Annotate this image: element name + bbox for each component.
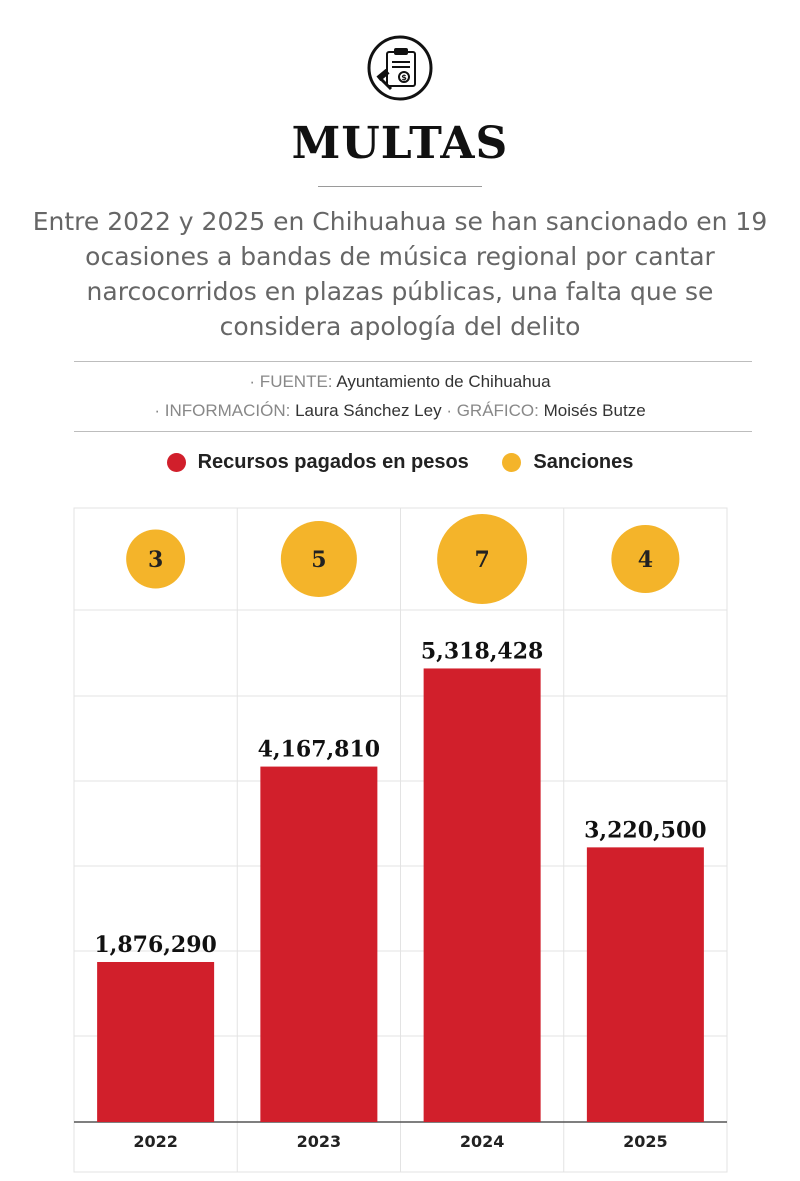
x-tick-label-2022: 2022 [133,1132,178,1151]
legend-item-sanciones: Sanciones [502,451,633,474]
title-divider [318,186,482,187]
svg-text:$: $ [401,73,407,82]
credit-info-value: Laura Sánchez Ley [295,401,442,420]
divider-bottom [74,431,752,432]
credit-info-label: · INFORMACIÓN: [154,401,291,420]
legend-item-recursos: Recursos pagados en pesos [166,451,469,474]
page-title: MULTAS [291,118,509,169]
credit-graphic-value: Moisés Butze [543,401,646,420]
credit-source-value: Ayuntamiento de Chihuahua [336,372,551,391]
credit-info: · INFORMACIÓN: Laura Sánchez Ley · GRÁFI… [0,401,800,421]
legend-swatch-sanciones [502,453,522,472]
sanciones-value-2024: 7 [474,547,489,573]
x-tick-label-2025: 2025 [623,1132,668,1151]
sanciones-circle-2025 [611,524,680,594]
sanciones-circle-2024 [437,514,528,604]
x-tick-label-2024: 2024 [460,1132,505,1151]
bar-value-label-2025: 3,220,500 [584,817,706,843]
subtitle: Entre 2022 y 2025 en Chihuahua se han sa… [32,207,768,341]
bar-2023 [260,766,378,1122]
bar-value-label-2024: 5,318,428 [421,638,543,664]
bar-value-label-2023: 4,167,810 [258,737,380,763]
x-tick-label-2023: 2023 [297,1132,342,1151]
sanciones-value-2023: 5 [311,547,326,573]
legend-label-recursos: Recursos pagados en pesos [197,451,469,473]
credit-source-label: · FUENTE: [249,372,333,391]
bar-2024 [423,668,541,1122]
bar-2022 [97,961,215,1122]
credit-graphic-label: · GRÁFICO: [446,401,539,420]
bar-2025 [586,847,704,1122]
legend-label-sanciones: Sanciones [533,451,634,473]
bar-value-label-2022: 1,876,290 [94,932,216,958]
clipboard-gavel-icon: $ [367,35,433,101]
sanciones-value-2025: 4 [638,547,653,573]
sanciones-circle-2023 [280,520,357,598]
sanciones-value-2022: 3 [148,547,163,573]
sanciones-circle-2022 [126,529,186,589]
divider-top [74,361,752,362]
credit-source: · FUENTE: Ayuntamiento de Chihuahua [0,372,800,392]
legend: Recursos pagados en pesos Sanciones [0,451,800,478]
legend-swatch-recursos [166,453,186,472]
